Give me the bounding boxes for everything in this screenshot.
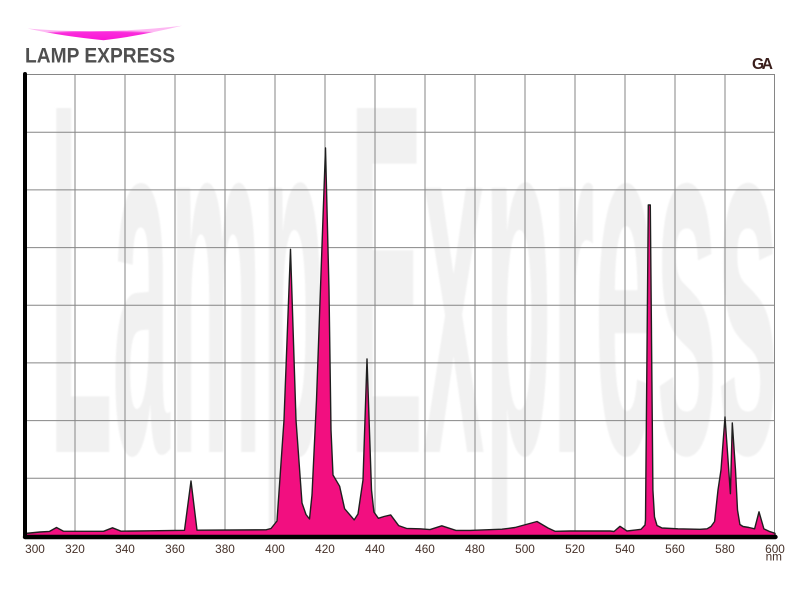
svg-text:480: 480 bbox=[465, 542, 485, 556]
svg-text:520: 520 bbox=[565, 542, 585, 556]
svg-text:GA: GA bbox=[752, 56, 773, 73]
svg-text:540: 540 bbox=[615, 542, 635, 556]
svg-text:340: 340 bbox=[115, 542, 135, 556]
svg-text:nm: nm bbox=[766, 550, 783, 564]
svg-text:580: 580 bbox=[715, 542, 735, 556]
svg-text:360: 360 bbox=[165, 542, 185, 556]
svg-text:440: 440 bbox=[365, 542, 385, 556]
svg-text:380: 380 bbox=[215, 542, 235, 556]
svg-text:300: 300 bbox=[25, 542, 45, 556]
svg-text:LAMP EXPRESS: LAMP EXPRESS bbox=[25, 45, 175, 68]
svg-text:400: 400 bbox=[265, 542, 285, 556]
svg-text:420: 420 bbox=[315, 542, 335, 556]
svg-text:460: 460 bbox=[415, 542, 435, 556]
svg-text:Express: Express bbox=[350, 0, 779, 561]
svg-text:600: 600 bbox=[765, 542, 785, 556]
svg-text:320: 320 bbox=[65, 542, 85, 556]
svg-text:500: 500 bbox=[515, 542, 535, 556]
svg-text:560: 560 bbox=[665, 542, 685, 556]
